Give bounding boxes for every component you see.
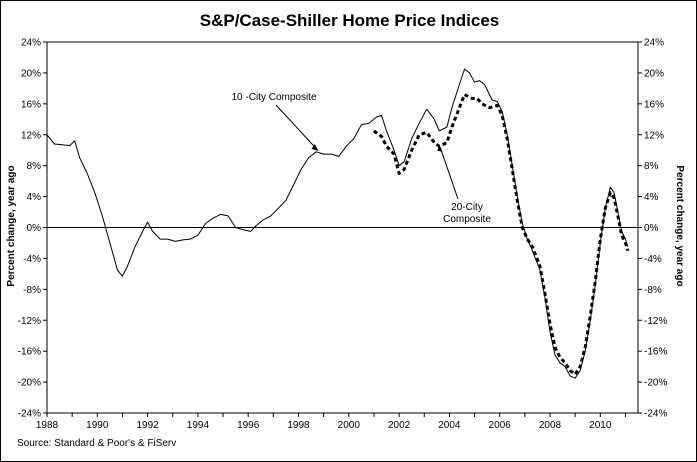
- source-note: Source: Standard & Poor's & FiServ: [17, 438, 177, 449]
- y-tick-label-right: 0%: [644, 223, 659, 234]
- y-axis-title-right: Percent change, year ago: [674, 165, 685, 286]
- y-tick-label-right: 8%: [644, 161, 659, 172]
- annotation-20-city-line2: Composite: [443, 214, 491, 225]
- y-tick-label-left: -24%: [18, 409, 41, 420]
- y-tick-label-left: 24%: [21, 38, 41, 49]
- y-tick-label-left: 8%: [27, 161, 42, 172]
- y-tick-label-right: 4%: [644, 192, 659, 203]
- y-tick-label-left: 20%: [21, 68, 41, 79]
- x-tick-label: 1992: [136, 420, 159, 431]
- y-tick-label-right: 16%: [644, 99, 664, 110]
- y-tick-label-right: -8%: [644, 285, 662, 296]
- plot-area: -24% -24% -20% -20% -16% -16% -12% -12% -8% -8% -4…: [18, 38, 668, 432]
- annotation-20-city-line1: 20-City: [451, 202, 483, 213]
- y-tick-label-left: -4%: [23, 254, 41, 265]
- y-tick-label-left: 12%: [21, 130, 41, 141]
- y-axis-title-left: Percent change, year ago: [6, 165, 17, 286]
- annotation-arrowhead-10-city: [311, 143, 319, 151]
- x-tick-label: 1994: [187, 420, 210, 431]
- y-tick-label-left: -20%: [18, 378, 41, 389]
- chart-title: S&P/Case-Shiller Home Price Indices: [199, 11, 500, 30]
- y-tick-label-right: 20%: [644, 68, 664, 79]
- x-tick-label: 1990: [86, 420, 109, 431]
- y-tick-label-right: -16%: [644, 347, 667, 358]
- y-tick-label-left: -8%: [23, 285, 41, 296]
- y-tick-label-left: 4%: [27, 192, 42, 203]
- x-tick-label: 1996: [237, 420, 260, 431]
- y-tick-label-right: 12%: [644, 130, 664, 141]
- annotation-arrowhead-20-city: [437, 144, 443, 152]
- y-tick-label-right: -4%: [644, 254, 662, 265]
- x-tick-label: 2008: [539, 420, 562, 431]
- x-tick-label: 2002: [388, 420, 411, 431]
- y-tick-label-right: -12%: [644, 316, 667, 327]
- annotation-arrow-10-city: [275, 104, 317, 150]
- series-10-city-line: [46, 68, 629, 379]
- y-tick-label-right: -20%: [644, 378, 667, 389]
- y-tick-label-right: -24%: [644, 409, 667, 420]
- y-tick-label-right: 24%: [644, 38, 664, 49]
- x-tick-label: 2004: [438, 420, 461, 431]
- y-tick-label-left: 16%: [21, 99, 41, 110]
- annotation-10-city: 10 -City Composite: [231, 92, 316, 103]
- annotation-arrow-20-city: [439, 147, 459, 200]
- y-tick-label-left: -16%: [18, 347, 41, 358]
- x-tick-label: 1988: [36, 420, 59, 431]
- x-tick-label: 1998: [287, 420, 310, 431]
- y-tick-label-left: -12%: [18, 316, 41, 327]
- y-tick-label-left: 0%: [27, 223, 42, 234]
- x-tick-label: 2010: [589, 420, 612, 431]
- series-20-city-line: [373, 93, 630, 376]
- x-tick-label: 2006: [489, 420, 512, 431]
- x-tick-label: 2000: [338, 420, 361, 431]
